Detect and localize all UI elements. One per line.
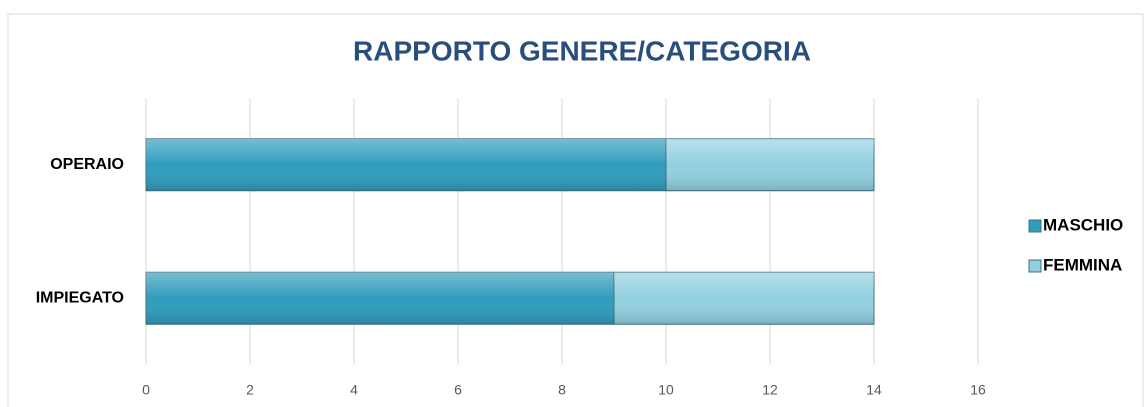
x-tick-label: 6 — [454, 382, 462, 398]
legend-swatch — [1028, 219, 1042, 233]
bar — [145, 138, 667, 192]
chart-title: RAPPORTO GENERE/CATEGORIA — [353, 35, 811, 66]
legend-label: MASCHIO — [1043, 215, 1123, 234]
x-tick-label: 0 — [142, 382, 150, 398]
chart-frame — [7, 13, 1144, 407]
y-tick-label: OPERAIO — [50, 156, 124, 173]
x-tick-label: 12 — [762, 382, 778, 398]
y-tick-label: IMPIEGATO — [36, 289, 124, 306]
x-tick-label: 8 — [558, 382, 566, 398]
x-tick-label: 2 — [246, 382, 254, 398]
bar — [665, 138, 875, 192]
legend-swatch — [1028, 259, 1042, 273]
legend-label: FEMMINA — [1043, 255, 1122, 274]
x-tick-label: 10 — [658, 382, 674, 398]
x-tick-label: 16 — [970, 382, 986, 398]
x-tick-label: 14 — [866, 382, 882, 398]
bar — [145, 271, 615, 325]
bar — [613, 271, 875, 325]
x-tick-label: 4 — [350, 382, 358, 398]
